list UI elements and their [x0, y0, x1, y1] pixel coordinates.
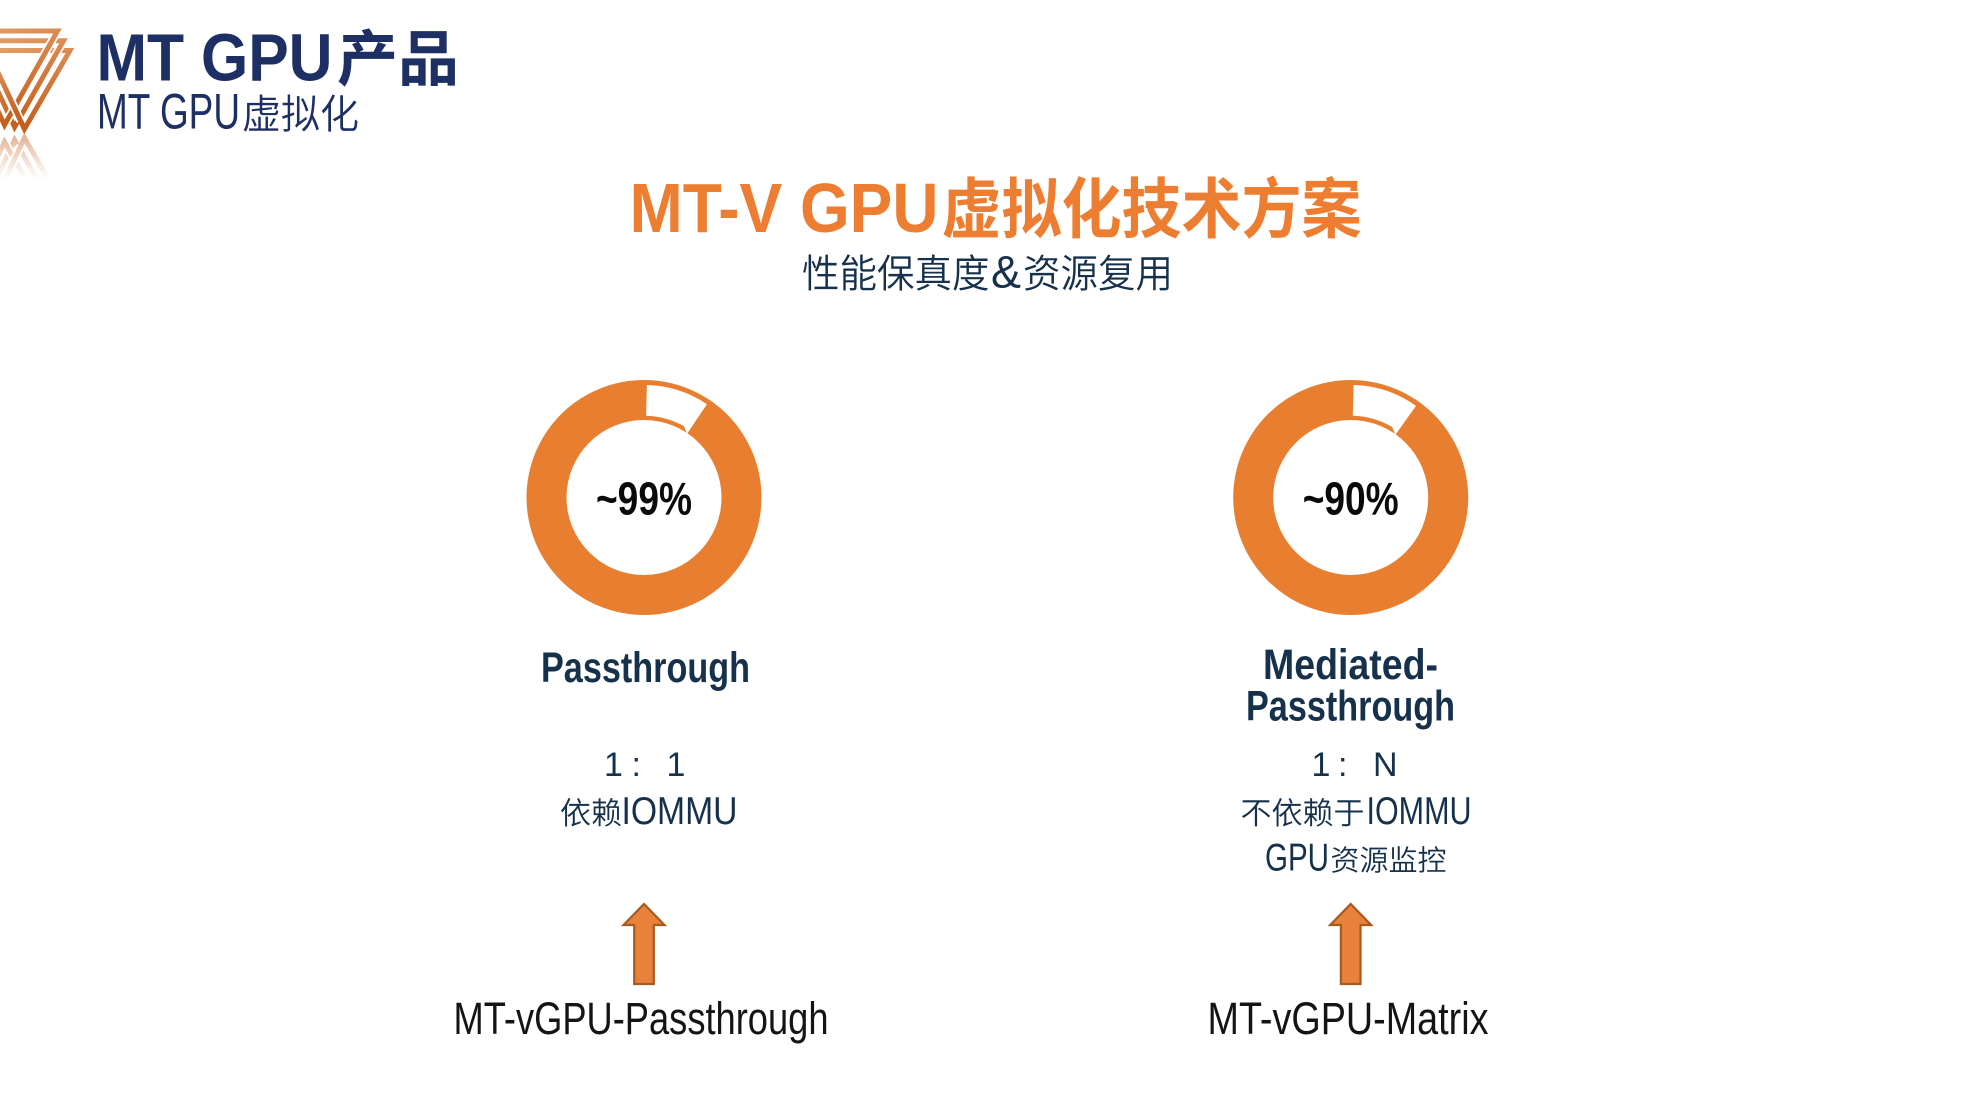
svg-text:~99%: ~99% — [596, 473, 692, 525]
svg-text:MT-vGPU-Matrix: MT-vGPU-Matrix — [1208, 993, 1489, 1044]
svg-text:MT-vGPU-Passthrough: MT-vGPU-Passthrough — [454, 993, 829, 1044]
svg-text:IOMMU: IOMMU — [622, 790, 738, 833]
svg-text:&: & — [991, 247, 1021, 298]
svg-text:~90%: ~90% — [1303, 473, 1399, 525]
svg-text:MT GPU: MT GPU — [97, 21, 333, 96]
svg-text:IOMMU: IOMMU — [1367, 790, 1472, 833]
svg-text:Passthrough: Passthrough — [1246, 684, 1455, 731]
svg-text:1: 1 — [1312, 746, 1331, 784]
svg-text:1: 1 — [604, 746, 623, 784]
svg-text::: : — [632, 746, 641, 784]
svg-text:MT-V GPU: MT-V GPU — [630, 169, 939, 247]
svg-text:N: N — [1373, 746, 1398, 784]
svg-text:1: 1 — [667, 746, 686, 784]
svg-text:MT GPU: MT GPU — [97, 84, 240, 140]
svg-text::: : — [1338, 746, 1347, 784]
svg-text:GPU: GPU — [1265, 837, 1329, 880]
svg-text:Passthrough: Passthrough — [541, 645, 750, 692]
svg-text:Mediated-: Mediated- — [1263, 642, 1438, 689]
